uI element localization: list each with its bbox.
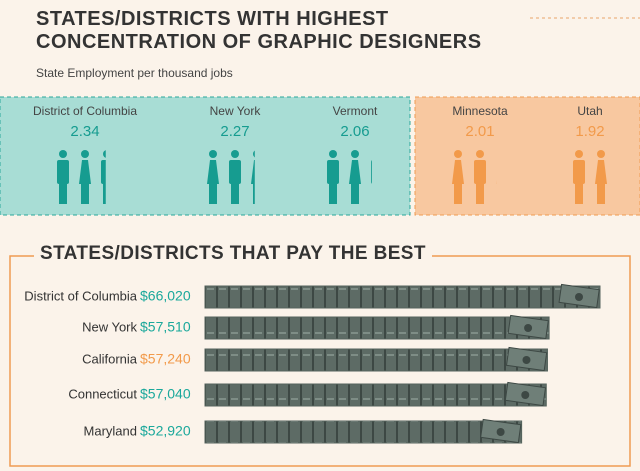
person-legs: [575, 184, 583, 204]
money-stack: [204, 420, 523, 444]
value-label: 2.01: [465, 123, 494, 140]
partial-person: [371, 160, 372, 184]
person-icons: [207, 150, 255, 204]
person-head: [231, 150, 239, 158]
value-label: 2.34: [70, 123, 99, 140]
person-body: [573, 160, 585, 184]
bill-seal: [522, 356, 531, 364]
person-body: [251, 160, 255, 184]
person-body: [229, 160, 241, 184]
partial-person: [251, 150, 255, 204]
person-head: [209, 150, 217, 158]
person-legs: [81, 184, 89, 204]
person-legs: [351, 184, 359, 204]
value-label: $66,020: [140, 288, 191, 304]
value-label: $57,510: [140, 319, 191, 335]
value-label: 1.92: [575, 123, 604, 140]
person-head: [575, 150, 583, 158]
person-head: [329, 150, 337, 158]
person-legs: [597, 184, 605, 204]
person-icons: [573, 150, 607, 204]
person-body: [595, 160, 607, 184]
person-head: [59, 150, 67, 158]
money-stack: [204, 285, 601, 309]
bill-seal: [575, 293, 583, 301]
person-legs: [454, 184, 462, 204]
value-label: $57,040: [140, 386, 191, 402]
person-legs: [476, 184, 484, 204]
value-label: $52,920: [140, 423, 191, 439]
person-head: [597, 150, 605, 158]
panel-orange: [414, 96, 640, 216]
person-head: [253, 150, 255, 158]
chart-title: STATES/DISTRICTS WITH HIGHEST CONCENTRAT…: [36, 8, 482, 53]
category-label: Vermont: [333, 104, 378, 118]
person-head: [351, 150, 359, 158]
person-body: [452, 160, 464, 184]
person-body: [327, 160, 339, 184]
category-label: Utah: [577, 104, 602, 118]
person-head: [454, 150, 462, 158]
person-head: [81, 150, 89, 158]
partial-person: [595, 150, 607, 204]
category-label: New York: [210, 104, 262, 118]
person-body: [349, 160, 361, 184]
panel-teal: [0, 96, 411, 216]
category-label: District of Columbia: [24, 288, 137, 303]
bill-seal: [521, 391, 530, 399]
person-legs: [329, 184, 337, 204]
chart-subtitle: State Employment per thousand jobs: [36, 66, 233, 80]
person-body: [207, 160, 219, 184]
bill-seal: [524, 324, 533, 332]
partial-person: [101, 150, 106, 204]
person-body: [57, 160, 69, 184]
person-legs: [103, 184, 106, 204]
category-label: District of Columbia: [33, 104, 137, 118]
category-label: Connecticut: [68, 386, 137, 401]
person-head: [476, 150, 484, 158]
bill-seal: [496, 428, 505, 436]
value-label: 2.06: [340, 123, 369, 140]
chart-title: STATES/DISTRICTS THAT PAY THE BEST: [34, 243, 432, 265]
value-label: $57,240: [140, 351, 191, 367]
person-icons: [57, 150, 106, 204]
category-label: California: [82, 351, 138, 366]
person-body: [496, 182, 497, 184]
person-icons: [452, 150, 497, 204]
person-legs: [253, 184, 255, 204]
person-head: [103, 150, 106, 158]
category-label: New York: [82, 319, 137, 334]
money-stack: [204, 316, 550, 340]
person-body: [474, 160, 486, 184]
person-body: [371, 160, 372, 184]
person-legs: [209, 184, 217, 204]
person-icons: [327, 150, 372, 204]
person-body: [101, 160, 106, 184]
person-legs: [59, 184, 67, 204]
value-label: 2.27: [220, 123, 249, 140]
category-label: Maryland: [84, 423, 137, 438]
person-body: [79, 160, 91, 184]
money-stack: [204, 348, 548, 372]
person-legs: [231, 184, 239, 204]
partial-person: [496, 182, 497, 184]
money-stack: [204, 383, 547, 407]
category-label: Minnesota: [452, 104, 508, 118]
